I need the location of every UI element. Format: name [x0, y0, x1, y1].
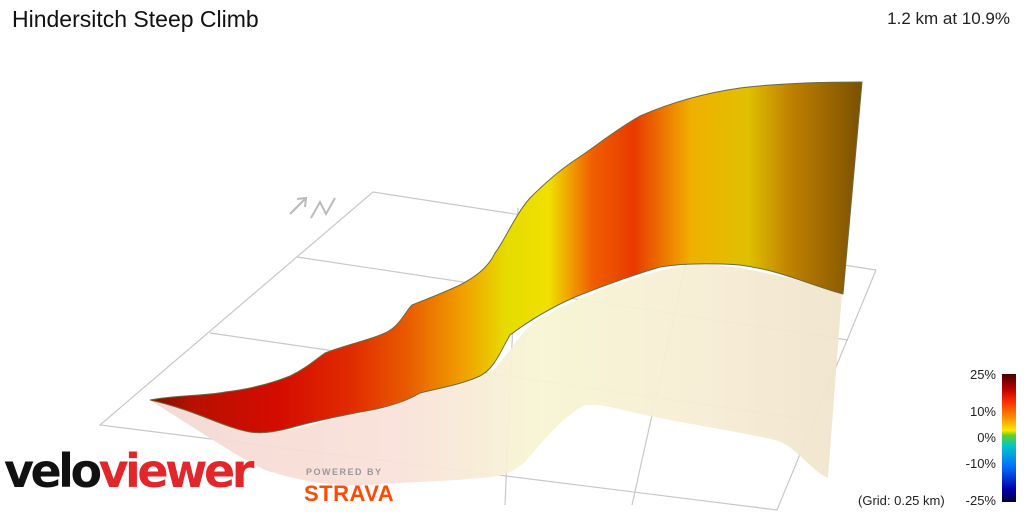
veloviewer-logo: veloviewer — [4, 448, 254, 494]
legend-label-minus-25: -25% — [965, 493, 996, 508]
legend-label-minus-10: -10% — [965, 456, 996, 471]
route-shadow — [150, 264, 842, 486]
strava-logo: STRAVA — [304, 481, 395, 506]
powered-by-text: POWERED BY — [306, 467, 383, 477]
gradient-legend-bar — [1002, 374, 1016, 502]
north-arrow-icon — [289, 196, 336, 219]
logo-viewer-text: viewer — [98, 444, 255, 498]
grid-scale-note: (Grid: 0.25 km) — [858, 493, 945, 508]
segment-summary: 1.2 km at 10.9% — [887, 9, 1010, 28]
logo-velo-text: velo — [4, 444, 102, 498]
legend-label-25: 25% — [969, 367, 996, 382]
elevation-wall[interactable] — [149, 81, 863, 434]
legend-label-10: 10% — [969, 404, 996, 419]
segment-title: Hindersitch Steep Climb — [12, 6, 259, 32]
legend-label-0: 0% — [977, 430, 996, 445]
